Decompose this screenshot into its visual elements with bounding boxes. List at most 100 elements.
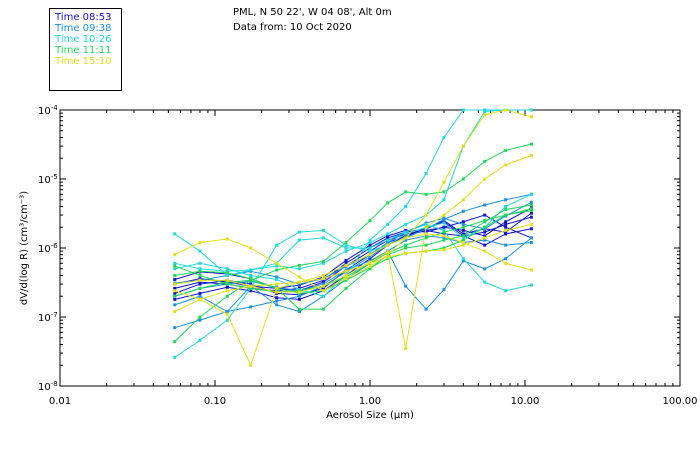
data-point: [173, 232, 177, 236]
data-point: [344, 246, 348, 250]
data-point: [249, 246, 253, 250]
data-point: [461, 241, 465, 245]
data-point: [424, 213, 428, 217]
data-point: [442, 246, 446, 250]
data-point: [225, 282, 229, 286]
series-line: [173, 142, 533, 344]
data-point: [461, 220, 465, 224]
series-line: [173, 213, 533, 301]
data-point: [297, 294, 301, 298]
data-point: [198, 294, 202, 298]
data-point: [225, 318, 229, 322]
data-point: [297, 275, 301, 279]
data-point: [297, 238, 301, 242]
data-point: [404, 251, 408, 255]
data-point: [404, 232, 408, 236]
data-point: [249, 286, 253, 290]
y-tick-label: 10-6: [38, 242, 58, 255]
data-point: [198, 291, 202, 295]
data-point: [344, 269, 348, 273]
data-point: [225, 280, 229, 284]
data-point: [321, 278, 325, 282]
data-point: [173, 294, 177, 298]
data-point: [424, 236, 428, 240]
data-point: [225, 271, 229, 275]
data-point: [368, 249, 372, 253]
data-point: [225, 273, 229, 277]
legend-box: Time 08:53 Time 09:38 Time 10:26 Time 11…: [49, 8, 122, 91]
data-point: [198, 318, 202, 322]
data-point: [504, 228, 508, 232]
data-point: [198, 249, 202, 253]
data-point: [368, 219, 372, 223]
data-point: [275, 264, 279, 268]
data-point: [442, 135, 446, 139]
data-point: [344, 258, 348, 262]
data-point: [504, 232, 508, 236]
data-point: [529, 142, 533, 146]
data-point: [461, 177, 465, 181]
data-point: [461, 209, 465, 213]
data-point: [483, 203, 487, 207]
series-path: [174, 109, 532, 292]
data-point: [386, 201, 390, 205]
data-point: [321, 280, 325, 284]
data-point: [404, 222, 408, 226]
legend-entry-0938: Time 09:38: [55, 23, 112, 34]
data-point: [442, 248, 446, 252]
data-point: [483, 225, 487, 229]
data-point: [344, 263, 348, 267]
data-point: [529, 222, 533, 226]
data-point: [386, 241, 390, 245]
data-point: [198, 241, 202, 245]
tick-labels: 0.01 0.10 1.00 10.00 100.00 10-4 10-5 10-6 10-7 1…: [38, 104, 698, 407]
data-point: [386, 250, 390, 254]
data-point: [504, 261, 508, 265]
data-point: [198, 280, 202, 284]
data-point: [529, 241, 533, 245]
data-point: [461, 232, 465, 236]
data-point: [404, 228, 408, 232]
data-point: [483, 108, 487, 112]
x-tick-label: 0.10: [204, 396, 226, 407]
data-point: [442, 230, 446, 234]
data-point: [173, 291, 177, 295]
data-point: [297, 230, 301, 234]
series-line: [173, 222, 533, 293]
data-point: [483, 243, 487, 247]
data-point: [321, 228, 325, 232]
data-point: [442, 288, 446, 292]
data-point: [529, 207, 533, 211]
data-point: [483, 234, 487, 238]
data-point: [173, 303, 177, 307]
data-point: [442, 221, 446, 225]
data-point: [504, 257, 508, 261]
legend-entry-1111: Time 11:11: [55, 45, 112, 56]
data-point: [344, 243, 348, 247]
site-location: PML, N 50 22', W 04 08', Alt 0m: [233, 7, 392, 18]
data-point: [344, 286, 348, 290]
data-point: [483, 219, 487, 223]
data-point: [275, 275, 279, 279]
data-point: [198, 286, 202, 290]
x-axis-label: Aerosol Size (μm): [326, 410, 414, 421]
data-point: [386, 255, 390, 259]
data-point: [529, 211, 533, 215]
data-point: [461, 222, 465, 226]
data-point: [225, 267, 229, 271]
data-point: [198, 315, 202, 319]
data-point: [442, 232, 446, 236]
x-tick-label: 0.01: [49, 396, 71, 407]
data-point: [424, 234, 428, 238]
data-point: [404, 284, 408, 288]
data-point: [368, 238, 372, 242]
x-tick-label: 10.00: [511, 396, 540, 407]
data-point: [483, 230, 487, 234]
data-point: [249, 282, 253, 286]
data-point: [404, 243, 408, 247]
data-point: [368, 255, 372, 259]
data-point: [368, 243, 372, 247]
data-point: [368, 253, 372, 257]
y-tick-label: 10-8: [38, 380, 58, 393]
data-point: [529, 236, 533, 240]
